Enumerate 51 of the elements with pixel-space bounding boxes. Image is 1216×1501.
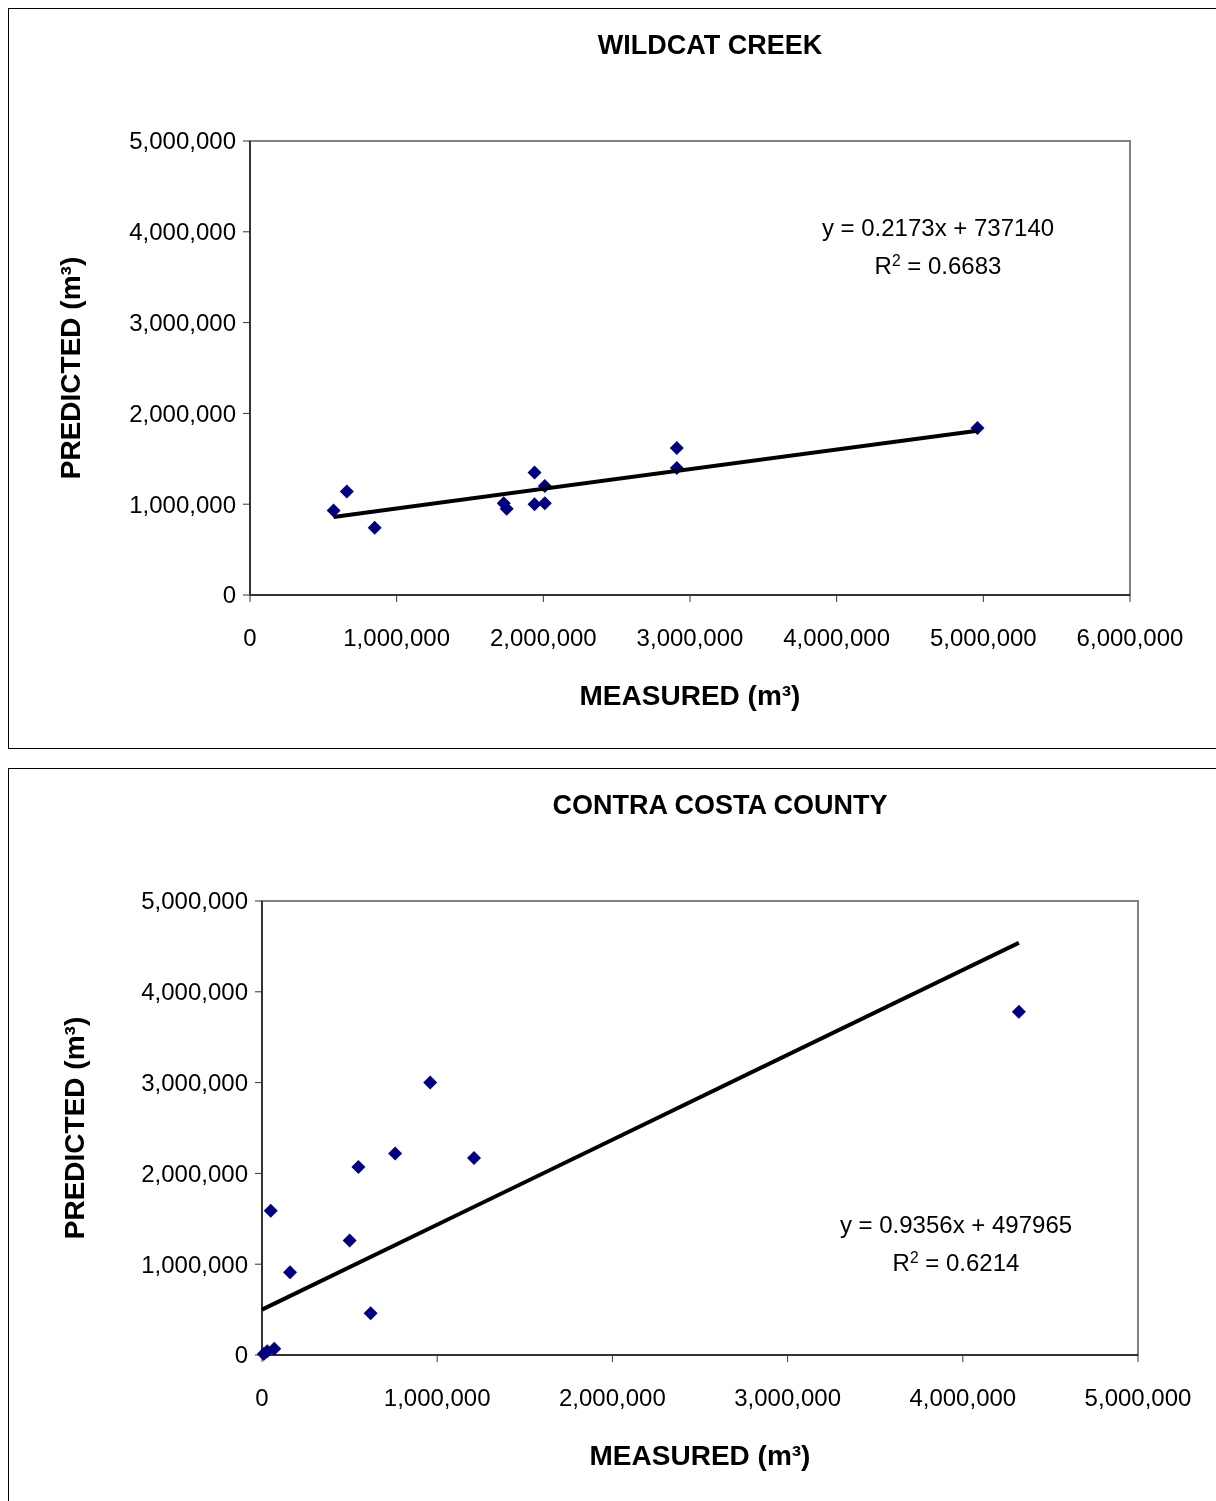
- y-tick-label: 4,000,000: [129, 218, 236, 246]
- point: [339, 484, 354, 499]
- y-axis-title: PREDICTED (m³): [55, 256, 86, 480]
- y-tick-label: 5,000,000: [129, 127, 236, 155]
- chart-title: CONTRA COSTA COUNTY: [552, 790, 888, 820]
- point: [367, 520, 382, 535]
- x-tick-label: 1,000,000: [343, 624, 451, 651]
- point: [537, 496, 552, 511]
- point: [326, 503, 341, 518]
- y-tick-label: 1,000,000: [141, 1250, 248, 1278]
- point: [388, 1146, 403, 1161]
- y-tick-label: 0: [222, 581, 236, 609]
- y-tick-label: 5,000,000: [141, 887, 248, 915]
- x-tick-label: 1,000,000: [383, 1384, 491, 1411]
- point: [466, 1150, 481, 1165]
- point: [351, 1160, 366, 1175]
- y-tick-label: 4,000,000: [141, 978, 248, 1006]
- x-tick-label: 4,000,000: [909, 1384, 1017, 1411]
- x-tick-label: 3,000,000: [734, 1384, 841, 1411]
- y-tick-label: 2,000,000: [129, 399, 236, 427]
- y-tick-label: 1,000,000: [129, 490, 236, 518]
- point: [423, 1075, 438, 1090]
- point: [263, 1203, 278, 1218]
- y-axis-title: PREDICTED (m³): [59, 1016, 90, 1240]
- annotation: y = 0.2173x + 737140: [821, 214, 1055, 241]
- x-tick-label: 2,000,000: [489, 624, 597, 651]
- x-tick-label: 5,000,000: [929, 624, 1037, 651]
- point: [527, 497, 542, 512]
- x-axis-title: MEASURED (m³): [579, 680, 801, 711]
- point: [342, 1233, 357, 1248]
- x-tick-label: 0: [255, 1384, 269, 1411]
- point: [1011, 1004, 1026, 1019]
- point: [267, 1341, 282, 1356]
- x-tick-label: 3,000,000: [636, 624, 744, 651]
- x-axis-title: MEASURED (m³): [589, 1440, 811, 1471]
- chart-title: WILDCAT CREEK: [597, 30, 823, 60]
- point: [363, 1306, 378, 1321]
- y-tick-label: 0: [234, 1341, 248, 1369]
- point: [669, 440, 684, 455]
- x-tick-label: 6,000,000: [1076, 624, 1184, 651]
- annotation: y = 0.9356x + 497965: [839, 1211, 1073, 1238]
- x-tick-label: 4,000,000: [783, 624, 891, 651]
- annotation: R$^{2}$ = 0.6214: [892, 1248, 1020, 1276]
- point: [527, 465, 542, 480]
- x-tick-label: 5,000,000: [1084, 1384, 1192, 1411]
- point: [283, 1265, 298, 1280]
- y-tick-label: 2,000,000: [141, 1159, 248, 1187]
- annotation: R$^{2}$ = 0.6683: [874, 251, 1002, 279]
- y-tick-label: 3,000,000: [141, 1069, 248, 1096]
- y-tick-label: 3,000,000: [129, 309, 236, 336]
- x-tick-label: 2,000,000: [559, 1384, 666, 1411]
